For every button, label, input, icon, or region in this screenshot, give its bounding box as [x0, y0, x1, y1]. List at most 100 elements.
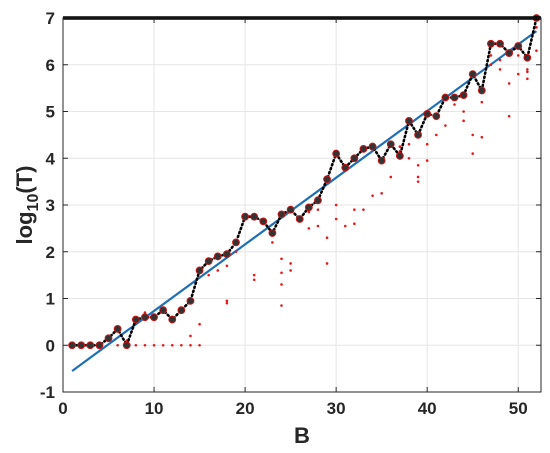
fit-line-group [71, 30, 538, 372]
dot-point [189, 343, 192, 347]
y-tick-label: 0 [46, 336, 55, 355]
series-marker [395, 152, 404, 160]
dot-point [280, 257, 283, 261]
dot-point [516, 72, 520, 76]
dot-point [535, 26, 538, 29]
dot-point [526, 77, 529, 81]
series-marker [423, 109, 432, 118]
dot-point [343, 224, 347, 228]
dot-point [280, 271, 283, 275]
dot-point [289, 269, 292, 272]
series-marker [432, 112, 441, 121]
dot-point [471, 152, 475, 155]
fit-line [71, 30, 538, 372]
dot-point [143, 311, 147, 314]
x-tick-label: 0 [58, 399, 67, 418]
series-marker [86, 341, 95, 350]
series-marker [113, 324, 122, 333]
y-tick-label: -1 [40, 383, 55, 402]
dot-point [152, 343, 156, 347]
series-marker [168, 315, 177, 324]
dot-point [353, 222, 356, 225]
dot-point [526, 70, 529, 74]
dot-point [434, 133, 438, 137]
series-marker [195, 266, 204, 275]
series-marker [222, 250, 231, 258]
y-axis-label-base: log [12, 211, 37, 244]
series-marker [141, 313, 149, 322]
y-axis-label-sub: 10 [25, 194, 42, 212]
series-marker [377, 156, 386, 165]
dot-point [489, 54, 493, 57]
dot-point [416, 175, 420, 179]
y-tick-label: 6 [46, 56, 55, 75]
dot-point [307, 227, 311, 230]
dot-point [416, 180, 420, 183]
series-marker [341, 163, 350, 172]
dot-point [161, 343, 165, 347]
dot-point [189, 334, 192, 338]
dot-point [280, 304, 283, 307]
y-axis-label-arg: (T) [12, 166, 37, 194]
dot-point [116, 343, 119, 347]
dot-point [471, 133, 475, 137]
dot-point [535, 49, 538, 53]
dot-point [198, 343, 201, 347]
series-marker [487, 39, 495, 48]
dot-point [225, 264, 229, 268]
y-tick-label: 3 [46, 196, 55, 215]
series-marker [186, 296, 195, 305]
y-tick-label: 4 [46, 149, 56, 168]
dot-point [416, 163, 420, 167]
dot-point [225, 301, 229, 305]
series-marker [104, 334, 113, 343]
series-marker [359, 145, 368, 153]
dot-point [334, 203, 338, 207]
series-marker [314, 196, 322, 205]
series-marker [323, 175, 331, 184]
dot-point [362, 208, 365, 211]
dot-point [407, 142, 411, 146]
series-marker [286, 205, 295, 214]
series-marker [368, 142, 377, 151]
dot-point [134, 343, 138, 347]
series-marker [68, 341, 77, 350]
series-marker [496, 39, 504, 48]
dot-point [307, 210, 311, 214]
dot-point [507, 82, 511, 85]
axes [62, 17, 542, 393]
series-marker [441, 93, 450, 102]
dot-point [143, 343, 147, 347]
dot-point [462, 110, 465, 113]
dot-point [234, 250, 238, 254]
series-marker [259, 217, 268, 226]
dot-point [170, 343, 174, 347]
series-marker [204, 257, 213, 266]
dot-point [526, 68, 529, 71]
dot-point [252, 278, 256, 282]
dot-point [507, 114, 511, 118]
dot-point [271, 241, 274, 244]
y-tick-label: 7 [46, 9, 55, 28]
series-marker [459, 91, 468, 100]
y-tick-label: 2 [46, 243, 55, 262]
markers-series [68, 14, 541, 350]
x-axis-label: B [294, 423, 310, 448]
dot-point [498, 68, 502, 71]
series-marker [250, 212, 259, 221]
dot-point [353, 208, 356, 211]
series-marker [414, 130, 422, 139]
dot-point [207, 273, 210, 277]
dot-point [407, 156, 411, 160]
dot-point [252, 273, 256, 277]
series-marker [95, 341, 104, 350]
y-axis-label: log10(T) [12, 166, 42, 245]
dot-point [425, 159, 429, 162]
dot-point [216, 269, 220, 272]
dot-point [371, 194, 374, 197]
dot-point [334, 217, 338, 221]
x-tick-label: 20 [236, 399, 255, 418]
y-tick-label: 1 [46, 290, 55, 309]
dot-point [480, 135, 484, 139]
